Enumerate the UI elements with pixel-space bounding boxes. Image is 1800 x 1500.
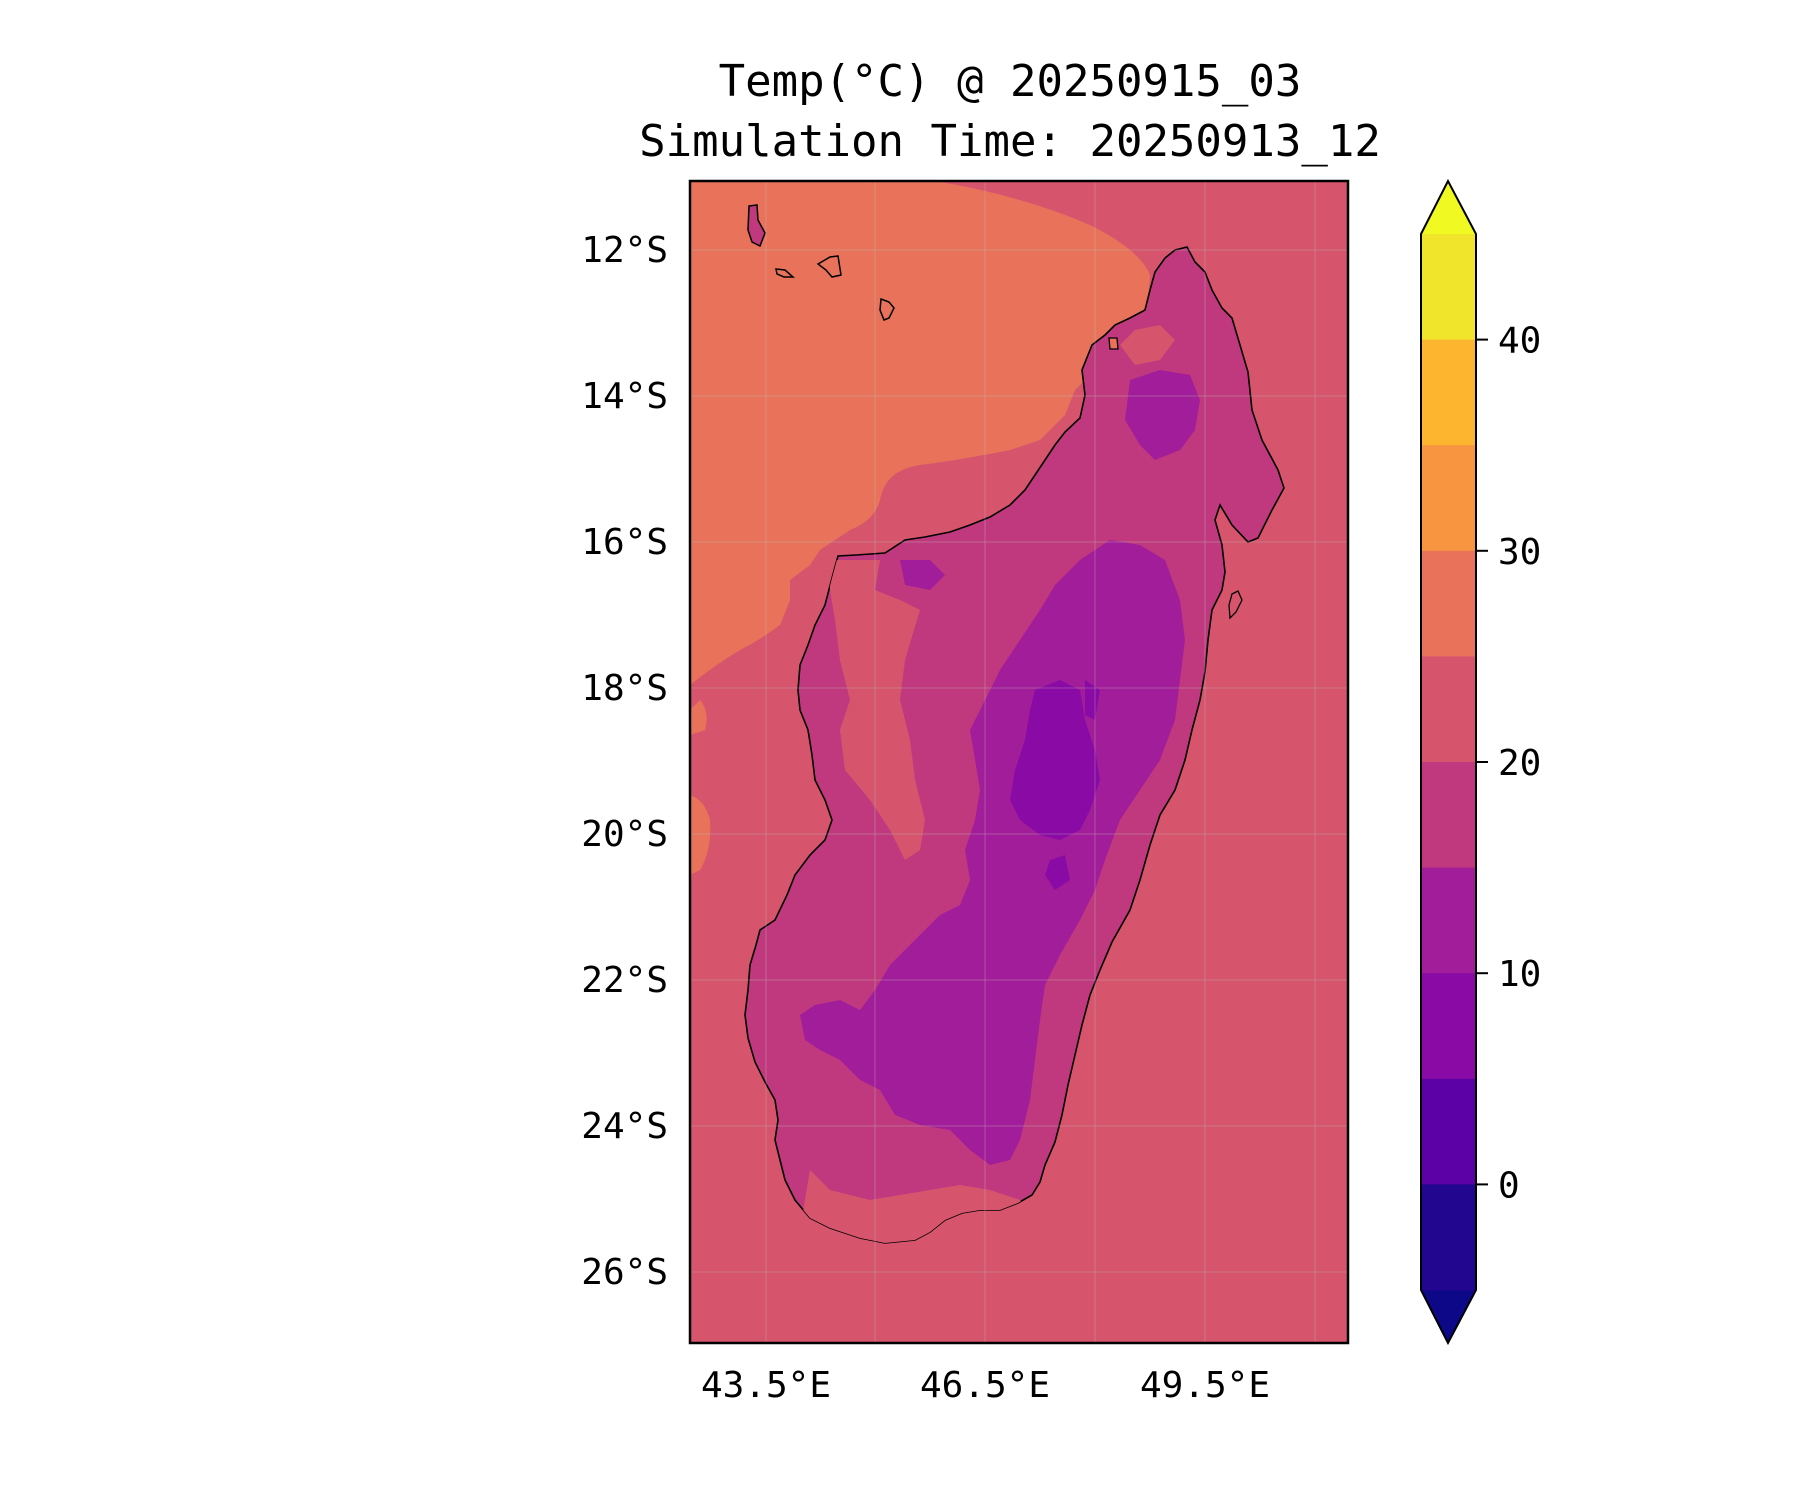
warm-sea-region <box>690 181 1150 685</box>
island-outline <box>816 255 842 278</box>
colorbar-bin <box>1421 445 1476 552</box>
colorbar-bin <box>1421 973 1476 1080</box>
lon-tick-label: 46.5°E <box>920 1365 1050 1406</box>
colorbar-bin <box>1421 1184 1476 1291</box>
lat-tick-label: 26°S <box>581 1252 668 1293</box>
colorbar: 40 30 20 10 0 <box>1420 178 1541 1346</box>
colorbar-outline <box>1420 178 1477 1346</box>
colorbar-tick-label: 30 <box>1498 532 1541 573</box>
colorbar-bin <box>1421 1078 1476 1185</box>
lat-tick-label: 24°S <box>581 1106 668 1147</box>
island-outline <box>1228 590 1243 620</box>
lat-tick-label: 18°S <box>581 668 668 709</box>
map-panel <box>690 181 1348 1343</box>
lat-tick-label: 20°S <box>581 814 668 855</box>
colorbar-over-arrow <box>1421 181 1476 234</box>
land-coldest-zone <box>1045 855 1070 890</box>
colorbar-tick-label: 40 <box>1498 321 1541 362</box>
lat-tick-label: 22°S <box>581 960 668 1001</box>
island-outline <box>775 268 795 278</box>
land-warm-zone <box>830 560 925 860</box>
land-cool-zone <box>1125 370 1200 460</box>
colorbar-bin <box>1421 234 1476 341</box>
land-coldest-zone <box>1085 680 1100 720</box>
warm-sea-patch <box>690 795 711 875</box>
colorbar-bin <box>1421 550 1476 657</box>
land-cool-zone <box>900 560 945 590</box>
map-frame <box>688 179 1350 1345</box>
map-subtitle: Simulation Time: 20250913_12 <box>639 116 1381 167</box>
colorbar-bin <box>1421 867 1476 974</box>
warm-sea-patch <box>690 700 707 735</box>
land-warm-zone <box>1120 325 1175 365</box>
island-outline <box>747 204 766 248</box>
colorbar-bin <box>1421 762 1476 869</box>
gridlines <box>690 181 1348 1343</box>
colorbar-tick-label: 20 <box>1498 743 1541 784</box>
land-coldest-zone <box>1010 680 1100 840</box>
lon-tick-label: 49.5°E <box>1140 1365 1270 1406</box>
colorbar-tick-label: 10 <box>1498 954 1541 995</box>
colorbar-tick-label: 0 <box>1498 1165 1520 1206</box>
island-outline <box>879 297 895 321</box>
lat-tick-label: 12°S <box>581 230 668 271</box>
island-outline <box>1108 337 1119 350</box>
lon-tick-label: 43.5°E <box>701 1365 831 1406</box>
map-title: Temp(°C) @ 20250915_03 <box>718 56 1302 107</box>
lat-tick-label: 16°S <box>581 522 668 563</box>
colorbar-bin <box>1421 339 1476 446</box>
lat-tick-label: 14°S <box>581 376 668 417</box>
colorbar-under-arrow <box>1421 1290 1476 1343</box>
colorbar-bin <box>1421 656 1476 763</box>
